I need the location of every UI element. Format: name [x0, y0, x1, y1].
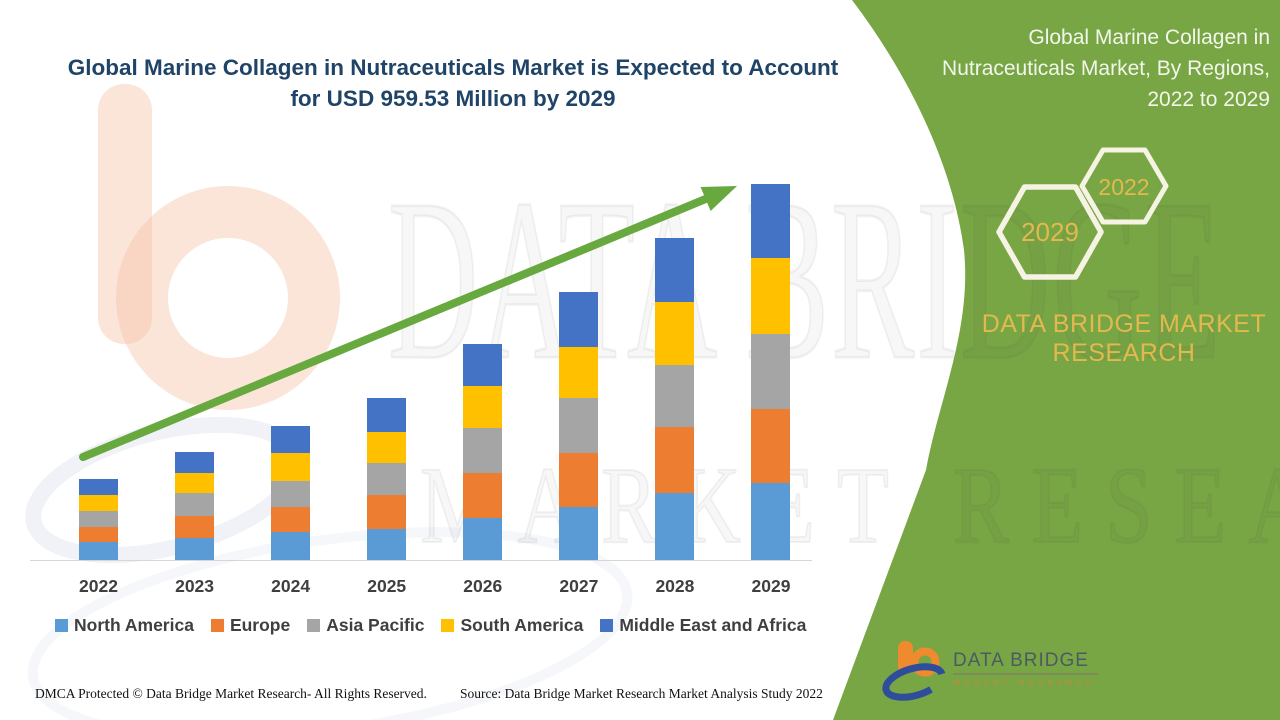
- legend-item-north-america: North America: [55, 615, 194, 636]
- bar-segment-asia-pacific: [559, 398, 599, 454]
- bar-segment-north-america: [79, 541, 118, 560]
- legend-label: Asia Pacific: [326, 615, 425, 635]
- x-axis-label-2026: 2026: [463, 576, 503, 596]
- legend-swatch-icon: [55, 619, 68, 632]
- hexagon-year-2022-label: 2022: [1098, 174, 1150, 200]
- x-axis-label-2022: 2022: [79, 576, 118, 596]
- bar-segment-asia-pacific: [367, 462, 407, 495]
- bar-2027: [559, 292, 599, 560]
- legend-label: Middle East and Africa: [619, 615, 807, 635]
- bar-segment-south-america: [367, 431, 407, 463]
- panel-heading-line1: Global Marine Collagen in: [1028, 26, 1270, 49]
- x-axis-label-2029: 2029: [751, 576, 791, 596]
- bar-segment-south-america: [655, 302, 695, 366]
- x-axis-label-2025: 2025: [367, 576, 407, 596]
- bar-segment-middle-east-and-africa: [367, 397, 407, 432]
- bar-segment-north-america: [751, 483, 791, 560]
- bar-segment-south-america: [751, 258, 791, 334]
- panel-brand-line2: RESEARCH: [1052, 339, 1196, 367]
- legend-swatch-icon: [210, 619, 224, 632]
- logo-underline: [953, 673, 1098, 675]
- bar-segment-south-america: [271, 453, 311, 482]
- bar-segment-south-america: [175, 473, 215, 493]
- bar-segment-north-america: [271, 532, 311, 560]
- logo-wordmark: DATA BRIDGE: [953, 650, 1089, 671]
- bar-segment-middle-east-and-africa: [559, 292, 599, 348]
- x-axis-label-2027: 2027: [559, 576, 599, 596]
- x-axis-label-2024: 2024: [271, 576, 311, 596]
- legend-item-europe: Europe: [210, 615, 291, 636]
- bar-segment-north-america: [367, 529, 407, 560]
- legend-swatch-icon: [600, 619, 614, 632]
- bar-segment-middle-east-and-africa: [79, 478, 118, 495]
- bar-2026: [463, 344, 503, 560]
- footer-source-text: Source: Data Bridge Market Research Mark…: [460, 686, 823, 701]
- bar-2024: [271, 425, 311, 560]
- bar-segment-south-america: [463, 386, 503, 428]
- bar-2029: [751, 184, 791, 560]
- bar-2023: [175, 451, 215, 560]
- bar-segment-europe: [175, 516, 215, 539]
- legend-label: North America: [74, 615, 194, 635]
- panel-heading: Global Marine Collagen in Nutraceuticals…: [850, 22, 1270, 115]
- bar-2022: [79, 478, 118, 560]
- legend-swatch-icon: [441, 619, 455, 632]
- bar-segment-south-america: [79, 494, 118, 512]
- hexagon-year-2029-label: 2029: [1021, 217, 1079, 247]
- bar-2025: [367, 397, 407, 560]
- bar-segment-north-america: [655, 492, 695, 560]
- bar-segment-asia-pacific: [751, 333, 791, 410]
- page-title-line1: Global Marine Collagen in Nutraceuticals…: [67, 55, 839, 80]
- chart-legend: North America Europe Asia Pacific South Ame…: [55, 615, 806, 636]
- bar-segment-europe: [79, 527, 118, 542]
- bar-segment-asia-pacific: [271, 481, 311, 508]
- legend-swatch-icon: [307, 619, 321, 632]
- legend-label: Europe: [229, 615, 291, 635]
- bar-segment-north-america: [463, 518, 503, 560]
- bar-2028: [655, 238, 695, 560]
- bar-segment-middle-east-and-africa: [463, 344, 503, 387]
- bar-segment-middle-east-and-africa: [271, 425, 311, 454]
- panel-brand-text: DATA BRIDGE MARKET RESEARCH: [980, 310, 1268, 368]
- bar-segment-asia-pacific: [175, 493, 215, 517]
- panel-heading-line3: 2022 to 2029: [1147, 88, 1270, 111]
- legend-item-asia-pacific: Asia Pacific: [307, 615, 424, 636]
- logo-tagline: MARKET RESEARCH: [954, 678, 1097, 687]
- bar-segment-europe: [559, 453, 599, 508]
- x-axis-label-2028: 2028: [655, 576, 695, 596]
- bar-segment-asia-pacific: [655, 365, 695, 428]
- bar-segment-europe: [463, 473, 503, 519]
- bar-segment-asia-pacific: [463, 428, 503, 474]
- x-axis-line: [30, 560, 812, 561]
- legend-item-south-america: South America: [441, 615, 583, 636]
- panel-heading-line2: Nutraceuticals Market, By Regions,: [942, 57, 1270, 80]
- bar-segment-europe: [655, 427, 695, 493]
- bar-segment-middle-east-and-africa: [655, 238, 695, 303]
- bar-segment-asia-pacific: [79, 511, 118, 528]
- bar-segment-europe: [367, 494, 407, 530]
- legend-label: South America: [460, 615, 584, 635]
- bar-segment-south-america: [559, 347, 599, 399]
- bar-segment-middle-east-and-africa: [175, 451, 215, 474]
- bar-segment-europe: [751, 409, 791, 484]
- legend-item-middle-east-and-africa: Middle East and Africa: [600, 615, 806, 636]
- page-title-line2: for USD 959.53 Million by 2029: [290, 86, 616, 111]
- bar-segment-north-america: [175, 538, 215, 560]
- panel-brand-line1: DATA BRIDGE MARKET: [981, 310, 1267, 338]
- bar-segment-middle-east-and-africa: [751, 184, 791, 259]
- bar-segment-europe: [271, 507, 311, 533]
- bar-segment-north-america: [559, 507, 599, 560]
- page-title: Global Marine Collagen in Nutraceuticals…: [30, 52, 876, 114]
- x-axis-label-2023: 2023: [175, 576, 215, 596]
- footer-dmca-text: DMCA Protected © Data Bridge Market Rese…: [35, 686, 427, 701]
